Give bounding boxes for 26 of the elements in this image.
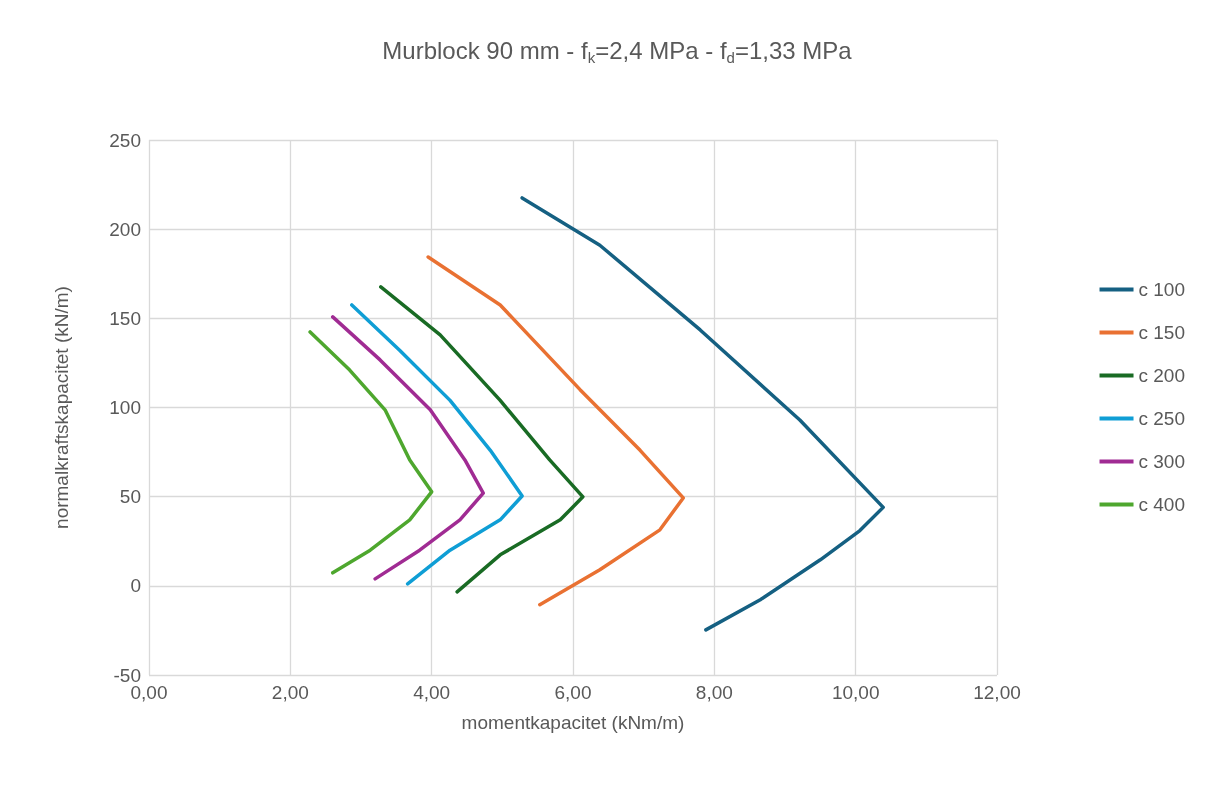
legend-label: c 200	[1138, 365, 1185, 386]
y-tick-label: 50	[119, 486, 141, 508]
line-series	[379, 285, 585, 594]
y-tick-label: 200	[109, 218, 141, 240]
x-axis-title: momentkapacitet (kNm/m)	[461, 712, 685, 733]
legend-label: c 400	[1138, 494, 1185, 515]
line-series	[330, 315, 485, 581]
x-tick-label: 10,00	[831, 682, 880, 703]
x-tick-label: 8,00	[695, 682, 733, 703]
legend-label: c 150	[1138, 322, 1185, 343]
y-tick-label: 150	[109, 307, 141, 329]
line-series	[308, 330, 434, 575]
y-tick-label: 100	[109, 397, 141, 418]
x-tick-label: 12,00	[973, 682, 1021, 703]
line-series	[350, 303, 524, 586]
x-tick-label: 6,00	[554, 682, 592, 703]
y-tick-label: 0	[130, 575, 141, 597]
legend-label: c 100	[1138, 279, 1185, 300]
line-series	[426, 255, 685, 607]
legend-label: c 300	[1138, 451, 1185, 472]
y-axis-title: normalkraftskapacitet (kN/m)	[51, 286, 72, 529]
legend-label: c 250	[1138, 408, 1185, 429]
line-series	[520, 196, 885, 632]
y-tick-label: 250	[109, 129, 141, 151]
x-tick-label: 2,00	[271, 682, 309, 703]
x-tick-label: 4,00	[413, 682, 451, 703]
